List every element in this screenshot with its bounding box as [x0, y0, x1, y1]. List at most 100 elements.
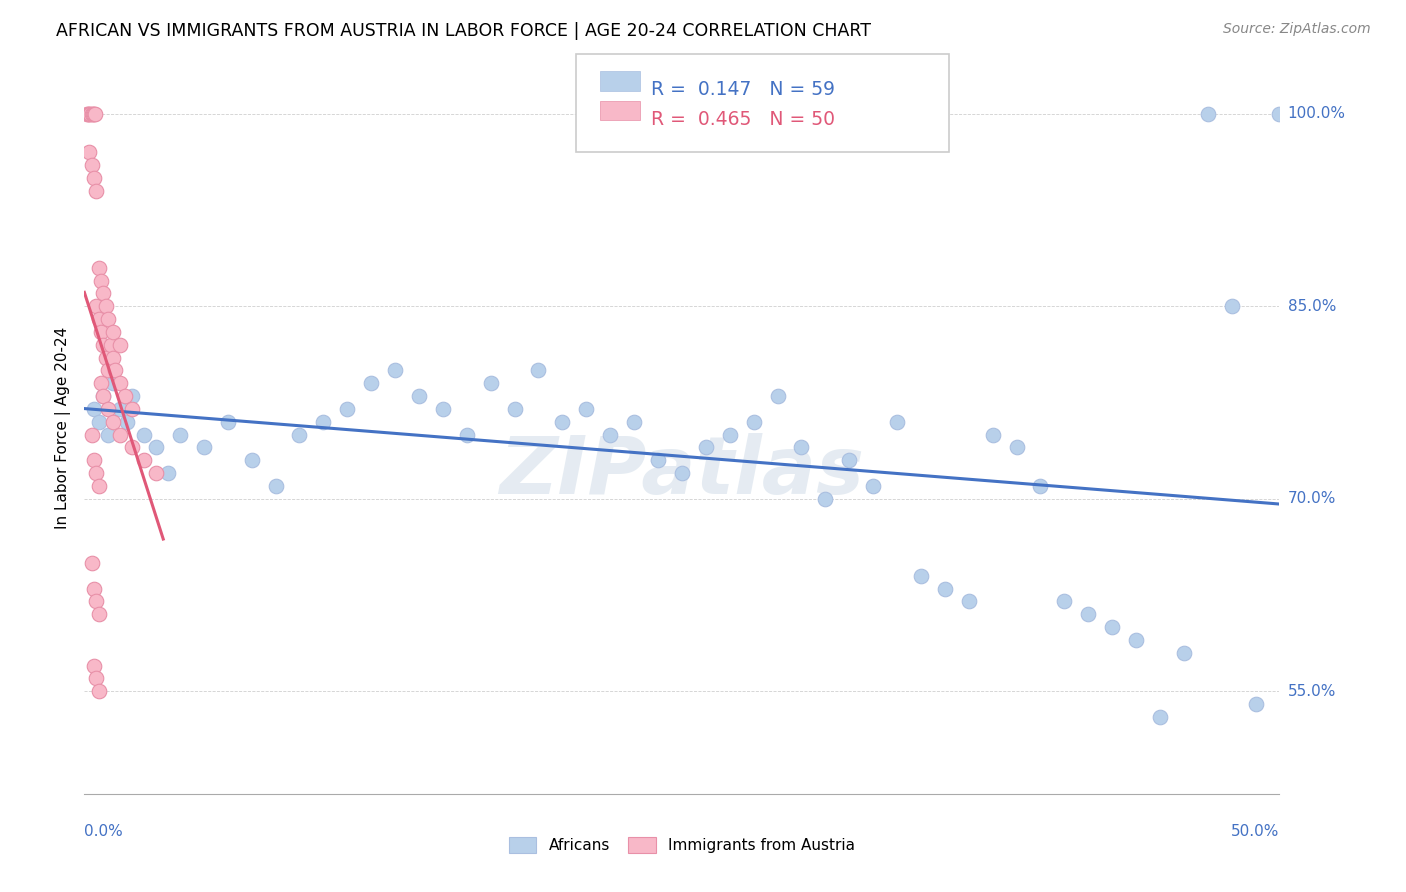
Point [76, 107, 98, 121]
Point [121, 401, 143, 416]
Text: Source: ZipAtlas.com: Source: ZipAtlas.com [1223, 22, 1371, 37]
Point [551, 415, 574, 429]
Point [77, 107, 100, 121]
Point [240, 453, 263, 467]
Text: 0.0%: 0.0% [84, 824, 124, 839]
Point [79, 107, 101, 121]
Point [742, 415, 765, 429]
Point [93, 286, 115, 301]
Point [104, 363, 127, 377]
Point [503, 401, 526, 416]
Point [83, 658, 105, 673]
Point [193, 441, 215, 455]
Point [93, 389, 115, 403]
Text: 85.0%: 85.0% [1288, 299, 1336, 314]
Point [80, 158, 103, 172]
Point [790, 441, 813, 455]
Point [86, 594, 108, 608]
Point [94, 299, 117, 313]
Point [83, 401, 105, 416]
Point [695, 441, 717, 455]
Point [97, 427, 120, 442]
Text: 55.0%: 55.0% [1288, 684, 1336, 698]
Text: ZIPatlas: ZIPatlas [499, 433, 865, 511]
Point [97, 401, 120, 416]
Point [957, 594, 980, 608]
Point [910, 568, 932, 582]
Point [114, 389, 136, 403]
Point [117, 415, 139, 429]
Text: R =  0.465   N = 50: R = 0.465 N = 50 [651, 110, 835, 128]
Point [1053, 594, 1076, 608]
Text: AFRICAN VS IMMIGRANTS FROM AUSTRIA IN LABOR FORCE | AGE 20-24 CORRELATION CHART: AFRICAN VS IMMIGRANTS FROM AUSTRIA IN LA… [56, 22, 872, 40]
Point [101, 415, 124, 429]
Point [336, 401, 359, 416]
Point [121, 441, 143, 455]
Point [87, 260, 110, 275]
Point [86, 184, 108, 198]
Point [145, 466, 167, 480]
Point [86, 466, 108, 480]
Point [1244, 697, 1267, 711]
Point [1173, 646, 1195, 660]
Point [217, 415, 239, 429]
Point [1197, 107, 1219, 121]
Point [132, 427, 156, 442]
Point [87, 415, 110, 429]
Point [527, 363, 550, 377]
Point [87, 684, 110, 698]
Point [718, 427, 741, 442]
Point [288, 427, 311, 442]
Point [90, 325, 112, 339]
Text: 50.0%: 50.0% [1232, 824, 1279, 839]
Point [599, 427, 621, 442]
Point [838, 453, 860, 467]
Point [1125, 632, 1147, 647]
Point [110, 376, 132, 391]
Point [83, 170, 105, 185]
Point [432, 401, 454, 416]
Text: 70.0%: 70.0% [1288, 491, 1336, 507]
Text: R =  0.147   N = 59: R = 0.147 N = 59 [651, 80, 835, 99]
Point [1077, 607, 1099, 622]
Point [83, 582, 105, 596]
Point [623, 415, 645, 429]
Point [408, 389, 430, 403]
Point [1029, 479, 1052, 493]
Point [862, 479, 884, 493]
Point [814, 491, 837, 506]
Point [312, 415, 335, 429]
Point [157, 466, 180, 480]
Point [110, 401, 132, 416]
Point [981, 427, 1004, 442]
Point [93, 389, 115, 403]
Point [264, 479, 287, 493]
Point [479, 376, 502, 391]
Point [169, 427, 191, 442]
Point [101, 376, 124, 391]
Point [886, 415, 908, 429]
Point [1220, 299, 1243, 313]
Point [90, 376, 112, 391]
Point [456, 427, 478, 442]
Point [97, 312, 120, 326]
Point [84, 107, 107, 121]
Point [1149, 710, 1171, 724]
Point [80, 427, 103, 442]
Point [384, 363, 406, 377]
Point [87, 479, 110, 493]
Text: 100.0%: 100.0% [1288, 106, 1346, 121]
Point [94, 351, 117, 365]
Point [110, 337, 132, 351]
Point [1268, 107, 1291, 121]
Point [101, 325, 124, 339]
Point [766, 389, 789, 403]
Point [101, 351, 124, 365]
Point [97, 363, 120, 377]
Y-axis label: In Labor Force | Age 20-24: In Labor Force | Age 20-24 [55, 327, 72, 529]
Point [360, 376, 382, 391]
Point [934, 582, 956, 596]
Point [671, 466, 693, 480]
Point [93, 337, 115, 351]
Point [87, 607, 110, 622]
